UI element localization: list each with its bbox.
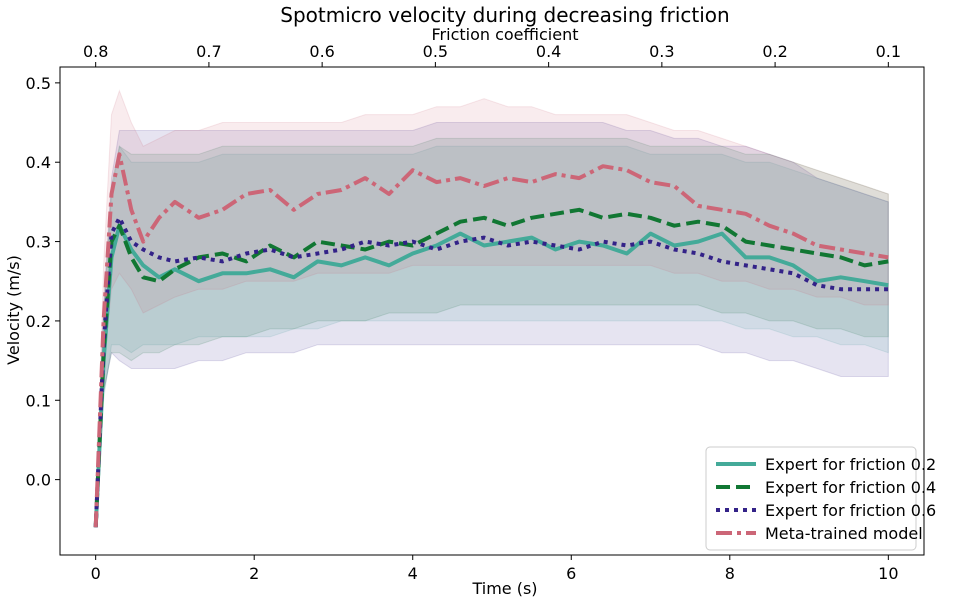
legend-label: Expert for friction 0.4: [765, 478, 936, 497]
legend-box: [705, 446, 917, 551]
top-tick-label: 0.3: [649, 42, 674, 61]
top-axis-label: Friction coefficient: [432, 25, 579, 44]
x-axis-ticks: 0 2 4 6 8 10: [91, 555, 899, 583]
top-tick-label: 0.6: [309, 42, 334, 61]
y-tick-label: 0.1: [26, 391, 51, 410]
chart-title: Spotmicro velocity during decreasing fri…: [280, 3, 729, 27]
series-line-1: [93, 223, 889, 528]
legend-label: Expert for friction 0.2: [765, 455, 936, 474]
x-axis-label: Time (s): [471, 579, 537, 598]
y-axis-label: Velocity (m/s): [4, 255, 23, 365]
series-line-3: [93, 215, 889, 528]
x-tick-label: 4: [408, 564, 418, 583]
x-tick-label: 0: [91, 564, 101, 583]
legend-label: Expert for friction 0.6: [765, 501, 936, 520]
series-lines: [93, 152, 889, 528]
y-axis-ticks: 0.0 0.1 0.2 0.3 0.4 0.5: [26, 74, 60, 490]
y-tick-label: 0.3: [26, 233, 51, 252]
x-tick-label: 2: [249, 564, 259, 583]
y-tick-label: 0.2: [26, 312, 51, 331]
top-tick-label: 0.5: [423, 42, 448, 61]
legend: Expert for friction 0.2 Expert for fricti…: [705, 446, 936, 551]
top-tick-label: 0.8: [83, 42, 108, 61]
top-axis-ticks: 0.8 0.7 0.6 0.5 0.4 0.3 0.2 0.1: [83, 42, 901, 67]
top-tick-label: 0.7: [196, 42, 221, 61]
top-tick-label: 0.4: [536, 42, 561, 61]
top-tick-label: 0.1: [876, 42, 901, 61]
y-tick-label: 0.0: [26, 471, 51, 490]
y-tick-label: 0.4: [26, 153, 51, 172]
y-tick-label: 0.5: [26, 74, 51, 93]
x-tick-label: 10: [878, 564, 898, 583]
legend-label: Meta-trained model: [765, 524, 923, 543]
band-2: [95, 137, 889, 528]
top-tick-label: 0.2: [762, 42, 787, 61]
x-tick-label: 8: [725, 564, 735, 583]
series-line-2: [93, 207, 889, 528]
x-tick-label: 6: [566, 564, 576, 583]
series-line-4: [93, 152, 889, 528]
plot-frame: [59, 66, 925, 556]
